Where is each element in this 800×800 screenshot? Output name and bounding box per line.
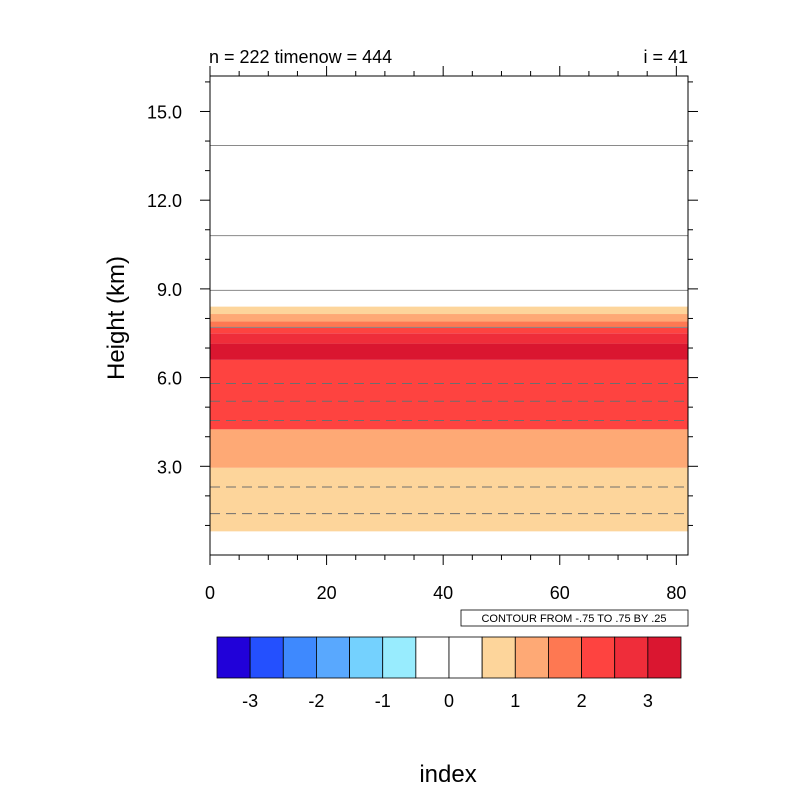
colorbar-tick-label-4: 1 xyxy=(510,691,520,711)
colorbar-swatch-8 xyxy=(481,636,516,679)
contour-info-box: CONTOUR FROM -.75 TO .75 BY .25 xyxy=(460,609,689,627)
colorbar-swatch-2 xyxy=(282,636,317,679)
x-tick-label-2: 40 xyxy=(433,583,453,603)
data-layer-7 xyxy=(210,314,688,322)
data-layers xyxy=(210,306,688,532)
axis-ticks xyxy=(200,66,698,565)
y-axis-label: Height (km) xyxy=(103,256,130,380)
axis-tick-labels: 0 20 40 60 80 3.0 6.0 9.0 12.0 15.0 xyxy=(147,102,686,603)
colorbar-swatch-6 xyxy=(415,636,450,679)
data-layer-2 xyxy=(210,359,688,430)
data-layer-8 xyxy=(210,306,688,315)
contour-lines xyxy=(210,144,688,515)
colorbar-tick-label-6: 3 xyxy=(643,691,653,711)
colorbar-swatch-5 xyxy=(382,636,417,679)
colorbar-swatch-0 xyxy=(216,636,251,679)
colorbar-swatch-4 xyxy=(349,636,384,679)
colorbar-swatch-10 xyxy=(548,636,582,679)
plot-frame xyxy=(209,75,689,556)
colorbar-swatch-3 xyxy=(316,636,350,679)
colorbar-swatch-1 xyxy=(249,636,284,679)
data-layer-4 xyxy=(210,333,688,344)
y-tick-label-0: 3.0 xyxy=(157,457,182,477)
colorbar-tick-label-2: -1 xyxy=(375,691,391,711)
data-layer-0 xyxy=(210,467,688,532)
colorbar-tick-label-0: -3 xyxy=(242,691,258,711)
y-tick-label-3: 12.0 xyxy=(147,191,182,211)
x-tick-label-0: 0 xyxy=(205,583,215,603)
chart-title-left: n = 222 timenow = 444 xyxy=(209,47,392,67)
colorbar-swatch-13 xyxy=(647,636,682,679)
x-tick-label-3: 60 xyxy=(550,583,570,603)
chart-title-right: i = 41 xyxy=(643,47,688,67)
colorbar-tick-label-3: 0 xyxy=(444,691,454,711)
colorbar-swatch-12 xyxy=(614,636,649,679)
colorbar-swatch-9 xyxy=(514,636,549,679)
y-tick-label-4: 15.0 xyxy=(147,102,182,122)
y-tick-label-2: 9.0 xyxy=(157,280,182,300)
data-layer-1 xyxy=(210,429,688,468)
data-layer-3 xyxy=(210,343,688,360)
x-tick-label-4: 80 xyxy=(666,583,686,603)
x-axis-label: index xyxy=(419,761,476,788)
colorbar-tick-label-1: -2 xyxy=(308,691,324,711)
colorbar-tick-label-5: 2 xyxy=(577,691,587,711)
contour-info-label: CONTOUR FROM -.75 TO .75 BY .25 xyxy=(481,613,666,625)
x-tick-label-1: 20 xyxy=(317,583,337,603)
colorbar-swatch-7 xyxy=(448,636,483,679)
y-tick-label-1: 6.0 xyxy=(157,369,182,389)
colorbar-swatch-11 xyxy=(581,636,616,679)
colorbar: -3 -2 -1 0 1 2 3 xyxy=(216,636,682,711)
data-layer-5 xyxy=(210,327,688,334)
data-layer-6 xyxy=(210,321,688,328)
